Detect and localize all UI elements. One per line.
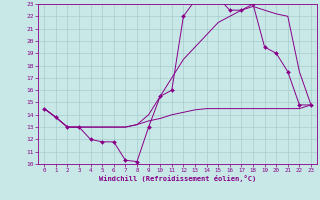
X-axis label: Windchill (Refroidissement éolien,°C): Windchill (Refroidissement éolien,°C) — [99, 175, 256, 182]
